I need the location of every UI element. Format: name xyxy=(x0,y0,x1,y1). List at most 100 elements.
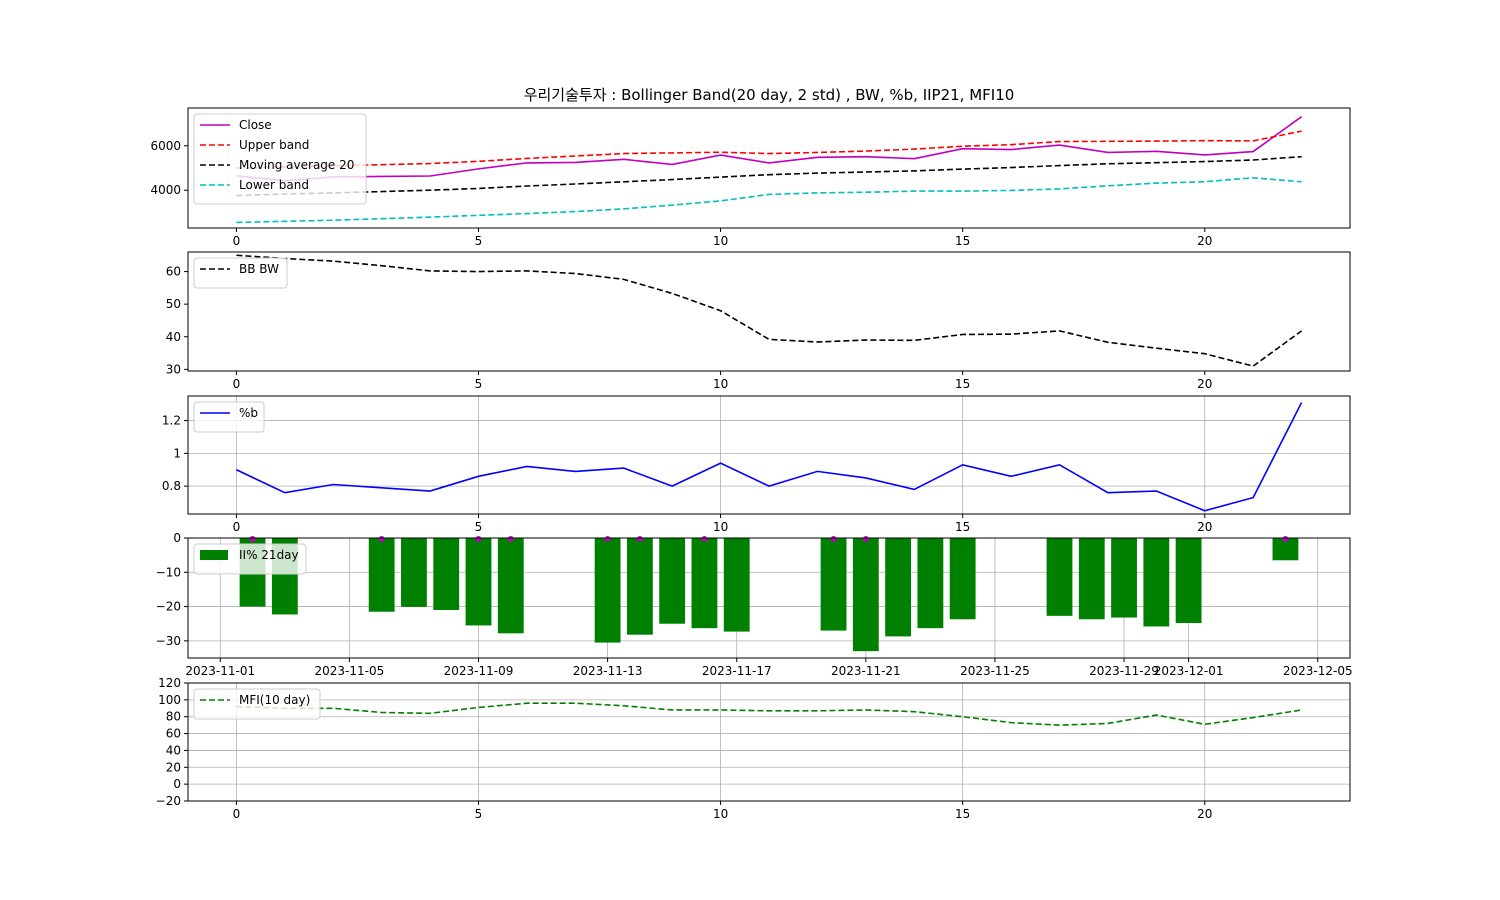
x-tick-label: 2023-11-01 xyxy=(185,664,255,678)
legend-label: II% 21day xyxy=(239,548,299,562)
bar-marker xyxy=(378,536,385,542)
bar xyxy=(1078,538,1105,620)
bar xyxy=(1272,538,1299,561)
bar xyxy=(885,538,912,637)
x-tick-label: 5 xyxy=(475,807,483,821)
x-tick-label: 15 xyxy=(955,234,970,248)
y-tick-label: 0 xyxy=(173,777,181,791)
x-tick-label: 20 xyxy=(1197,234,1212,248)
x-tick-label: 2023-11-13 xyxy=(573,664,643,678)
y-tick-label: −20 xyxy=(156,600,181,614)
y-tick-label: 0 xyxy=(173,531,181,545)
bar-marker xyxy=(862,536,869,542)
y-tick-label: 40 xyxy=(166,743,181,757)
legend-box xyxy=(193,688,321,720)
panel-mfi: 0 5 10 15 20 −20 0 20 40 60 80 100 120 MFI(10 day) xyxy=(156,676,1351,821)
bar-marker xyxy=(475,536,482,542)
x-tick-label: 0 xyxy=(233,520,241,534)
x-tick-label: 2023-12-01 xyxy=(1154,664,1224,678)
x-tick-label: 0 xyxy=(233,377,241,391)
bar-marker xyxy=(507,536,514,542)
x-tick-label: 0 xyxy=(233,234,241,248)
bar xyxy=(691,538,718,629)
chart-title: 우리기술투자 : Bollinger Band(20 day, 2 std) ,… xyxy=(524,86,1015,104)
legend-box xyxy=(193,257,288,289)
axes-frame xyxy=(187,537,1351,659)
y-tick-label: 30 xyxy=(166,362,181,376)
x-tick-label: 15 xyxy=(955,377,970,391)
bar xyxy=(659,538,686,624)
bar xyxy=(917,538,944,629)
y-tick-label: 50 xyxy=(166,297,181,311)
axes-frame xyxy=(187,682,1351,802)
y-tick-label: 40 xyxy=(166,330,181,344)
x-tick-label: 20 xyxy=(1197,807,1212,821)
panel-bandwidth: 0 5 10 15 20 30 40 50 60 BB BW xyxy=(166,251,1351,391)
bar xyxy=(723,538,750,632)
x-tick-label: 10 xyxy=(713,807,728,821)
panel-bollinger: 0 5 10 15 20 4000 6000 Close Upper band Moving av… xyxy=(150,107,1351,248)
axes-frame xyxy=(187,107,1351,229)
y-tick-label: 6000 xyxy=(150,139,181,153)
series-line xyxy=(236,702,1302,726)
x-tick-label: 2023-11-05 xyxy=(315,664,385,678)
bar xyxy=(594,538,621,643)
bar-marker xyxy=(604,536,611,542)
axes-frame xyxy=(187,395,1351,515)
bar-marker xyxy=(830,536,837,542)
bar xyxy=(401,538,427,607)
x-tick-label: 5 xyxy=(475,377,483,391)
x-tick-label: 2023-11-29 xyxy=(1089,664,1159,678)
y-tick-label: −30 xyxy=(156,634,181,648)
bar-marker xyxy=(249,536,256,542)
y-tick-label: 1 xyxy=(173,446,181,460)
x-tick-label: 5 xyxy=(475,234,483,248)
y-tick-label: 20 xyxy=(166,760,181,774)
x-tick-label: 10 xyxy=(713,377,728,391)
bar-marker xyxy=(636,536,643,542)
y-tick-label: 120 xyxy=(158,676,181,690)
bar xyxy=(852,538,879,652)
legend-label: Moving average 20 xyxy=(239,158,354,172)
legend-label: Close xyxy=(239,118,272,132)
x-tick-label: 2023-12-05 xyxy=(1283,664,1353,678)
bar-marker xyxy=(701,536,708,542)
bar xyxy=(949,538,976,620)
y-tick-label: 80 xyxy=(166,710,181,724)
bar xyxy=(497,538,524,634)
legend-label: MFI(10 day) xyxy=(239,693,310,707)
bar xyxy=(1143,538,1170,627)
x-tick-label: 10 xyxy=(713,520,728,534)
bar xyxy=(1046,538,1073,616)
x-tick-label: 20 xyxy=(1197,377,1212,391)
bar xyxy=(1175,538,1202,624)
x-tick-label: 15 xyxy=(955,520,970,534)
axes-frame xyxy=(187,251,1351,372)
series-line xyxy=(236,254,1303,367)
x-tick-label: 5 xyxy=(475,520,483,534)
y-tick-label: 60 xyxy=(166,265,181,279)
legend-label: Lower band xyxy=(239,178,309,192)
x-tick-label: 2023-11-21 xyxy=(831,664,901,678)
y-tick-label: 60 xyxy=(166,727,181,741)
legend-box xyxy=(193,401,265,433)
series-line xyxy=(236,116,1303,182)
bar xyxy=(465,538,492,626)
bar xyxy=(626,538,653,635)
bar xyxy=(368,538,395,612)
series-line xyxy=(236,402,1303,512)
x-tick-label: 20 xyxy=(1197,520,1212,534)
x-tick-label: 2023-11-17 xyxy=(702,664,772,678)
bar xyxy=(1111,538,1137,618)
panel-percent_b: 0 5 10 15 20 0.8 1 1.2 %b xyxy=(162,395,1351,534)
y-tick-label: 4000 xyxy=(150,183,181,197)
legend-label: BB BW xyxy=(239,262,279,276)
series-line xyxy=(236,155,1302,197)
bar-marker xyxy=(1282,536,1289,542)
x-tick-label: 15 xyxy=(955,807,970,821)
y-tick-label: −10 xyxy=(156,565,181,579)
panel-iip: 2023-11-01 2023-11-05 2023-11-09 2023-11-13… xyxy=(156,531,1353,678)
x-tick-label: 0 xyxy=(233,807,241,821)
